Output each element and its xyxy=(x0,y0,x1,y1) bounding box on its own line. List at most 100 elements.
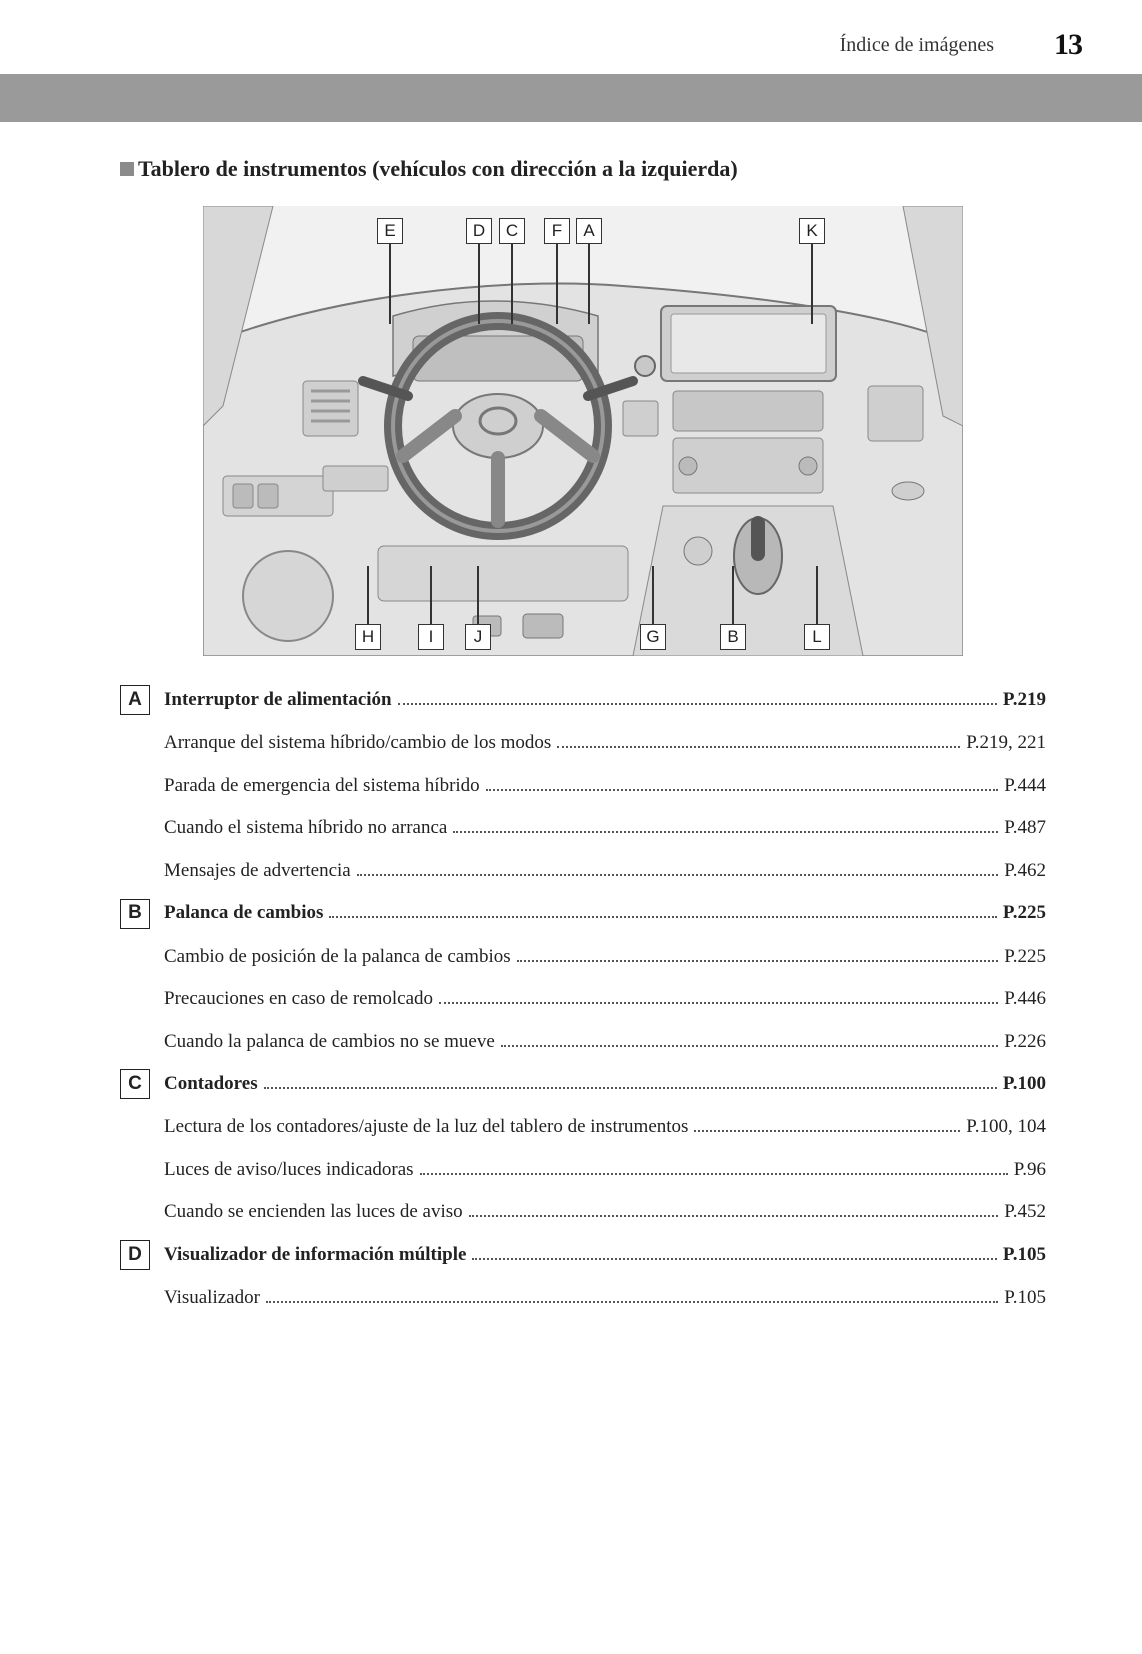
callout-leader xyxy=(477,566,479,624)
page-number: 13 xyxy=(1054,28,1082,62)
index-label-box: C xyxy=(120,1069,150,1099)
index-line: Luces de aviso/luces indicadoras P.96 xyxy=(120,1156,1046,1185)
leader-dots xyxy=(557,746,960,748)
index-line: Parada de emergencia del sistema híbrido… xyxy=(120,772,1046,801)
page-content: Tablero de instrumentos (vehículos con d… xyxy=(0,122,1142,1313)
manual-page: Índice de imágenes 13 Tablero de instrum… xyxy=(0,0,1142,1654)
dashboard-illustration xyxy=(203,206,963,656)
index-text: Visualizador xyxy=(164,1284,260,1313)
index-page-ref: P.100 xyxy=(1003,1070,1046,1099)
callout-i: I xyxy=(418,624,444,650)
callout-leader xyxy=(511,244,513,324)
dashboard-diagram: E DCFA K H IJ G B L xyxy=(203,206,963,656)
leader-dots xyxy=(398,703,997,705)
index-text: Precauciones en caso de remolcado xyxy=(164,985,433,1014)
index-line: A Interruptor de alimentación P.219 xyxy=(120,686,1046,715)
callout-leader xyxy=(811,244,813,324)
index-text: Cuando la palanca de cambios no se mueve xyxy=(164,1028,495,1057)
index-text: Arranque del sistema híbrido/cambio de l… xyxy=(164,729,551,758)
callout-b: B xyxy=(720,624,746,650)
callout-leader xyxy=(430,566,432,624)
callout-e: E xyxy=(377,218,403,244)
leader-dots xyxy=(501,1045,998,1047)
bullet-square-icon xyxy=(120,162,134,176)
callout-leader xyxy=(816,566,818,624)
index-text: Interruptor de alimentación xyxy=(164,686,392,715)
index-page-ref: P.96 xyxy=(1014,1156,1046,1185)
callout-h: H xyxy=(355,624,381,650)
index-group-a: A Interruptor de alimentación P.219 Arranqu… xyxy=(120,686,1046,885)
leader-dots xyxy=(329,916,996,918)
index-page-ref: P.462 xyxy=(1004,857,1046,886)
callout-leader xyxy=(556,244,558,324)
callout-l: L xyxy=(804,624,830,650)
index-line: D Visualizador de información múltiple P.1… xyxy=(120,1241,1046,1270)
index-group-b: B Palanca de cambios P.225 Cambio de posici… xyxy=(120,899,1046,1056)
callout-leader xyxy=(732,566,734,624)
index-line: Arranque del sistema híbrido/cambio de l… xyxy=(120,729,1046,758)
leader-dots xyxy=(469,1215,999,1217)
section-title-text: Tablero de instrumentos (vehículos con d… xyxy=(138,156,738,182)
index-page-ref: P.105 xyxy=(1004,1284,1046,1313)
leader-dots xyxy=(453,831,998,833)
leader-dots xyxy=(266,1301,998,1303)
index-text: Cuando el sistema híbrido no arranca xyxy=(164,814,447,843)
index-group-d: D Visualizador de información múltiple P.1… xyxy=(120,1241,1046,1313)
index-line: Visualizador P.105 xyxy=(120,1284,1046,1313)
index-line: Lectura de los contadores/ajuste de la l… xyxy=(120,1113,1046,1142)
leader-dots xyxy=(472,1258,996,1260)
index-text: Cambio de posición de la palanca de camb… xyxy=(164,943,511,972)
callout-f: F xyxy=(544,218,570,244)
callout-j: J xyxy=(465,624,491,650)
breadcrumb: Índice de imágenes xyxy=(840,34,994,57)
index-page-ref: P.226 xyxy=(1004,1028,1046,1057)
index-line: C Contadores P.100 xyxy=(120,1070,1046,1099)
header-divider-bar xyxy=(0,74,1142,122)
index-text: Palanca de cambios xyxy=(164,899,323,928)
index-text: Visualizador de información múltiple xyxy=(164,1241,466,1270)
index-page-ref: P.105 xyxy=(1003,1241,1046,1270)
callout-a: A xyxy=(576,218,602,244)
index-text: Parada de emergencia del sistema híbrido xyxy=(164,772,480,801)
index-page-ref: P.487 xyxy=(1004,814,1046,843)
callout-leader xyxy=(478,244,480,324)
leader-dots xyxy=(357,874,999,876)
leader-dots xyxy=(694,1130,960,1132)
index-text: Lectura de los contadores/ajuste de la l… xyxy=(164,1113,688,1142)
callout-leader xyxy=(389,244,391,324)
index-line: Cuando el sistema híbrido no arranca P.48… xyxy=(120,814,1046,843)
index-page-ref: P.219, 221 xyxy=(966,729,1046,758)
callout-g: G xyxy=(640,624,666,650)
leader-dots xyxy=(486,789,999,791)
index-page-ref: P.225 xyxy=(1003,899,1046,928)
index-page-ref: P.446 xyxy=(1004,985,1046,1014)
index-line: B Palanca de cambios P.225 xyxy=(120,899,1046,928)
index-list: A Interruptor de alimentación P.219 Arranqu… xyxy=(120,686,1046,1313)
index-line: Mensajes de advertenciaP.462 xyxy=(120,857,1046,886)
leader-dots xyxy=(264,1087,997,1089)
index-text: Luces de aviso/luces indicadoras xyxy=(164,1156,414,1185)
index-label-box: A xyxy=(120,685,150,715)
index-page-ref: P.219 xyxy=(1003,686,1046,715)
index-page-ref: P.444 xyxy=(1004,772,1046,801)
page-header: Índice de imágenes 13 xyxy=(0,0,1142,74)
leader-dots xyxy=(420,1173,1008,1175)
index-page-ref: P.100, 104 xyxy=(966,1113,1046,1142)
leader-dots xyxy=(439,1002,998,1004)
index-line: Cambio de posición de la palanca de camb… xyxy=(120,943,1046,972)
callout-d: D xyxy=(466,218,492,244)
index-page-ref: P.452 xyxy=(1004,1198,1046,1227)
index-text: Contadores xyxy=(164,1070,258,1099)
index-text: Cuando se encienden las luces de aviso xyxy=(164,1198,463,1227)
index-line: Precauciones en caso de remolcado P.446 xyxy=(120,985,1046,1014)
index-page-ref: P.225 xyxy=(1004,943,1046,972)
index-line: Cuando se encienden las luces de aviso P.… xyxy=(120,1198,1046,1227)
index-label-box: D xyxy=(120,1240,150,1270)
index-group-c: C Contadores P.100 Lectura de los contadore… xyxy=(120,1070,1046,1227)
section-title: Tablero de instrumentos (vehículos con d… xyxy=(120,156,1046,182)
callout-k: K xyxy=(799,218,825,244)
index-label-box: B xyxy=(120,899,150,929)
callout-c: C xyxy=(499,218,525,244)
callout-leader xyxy=(588,244,590,324)
callout-leader xyxy=(367,566,369,624)
